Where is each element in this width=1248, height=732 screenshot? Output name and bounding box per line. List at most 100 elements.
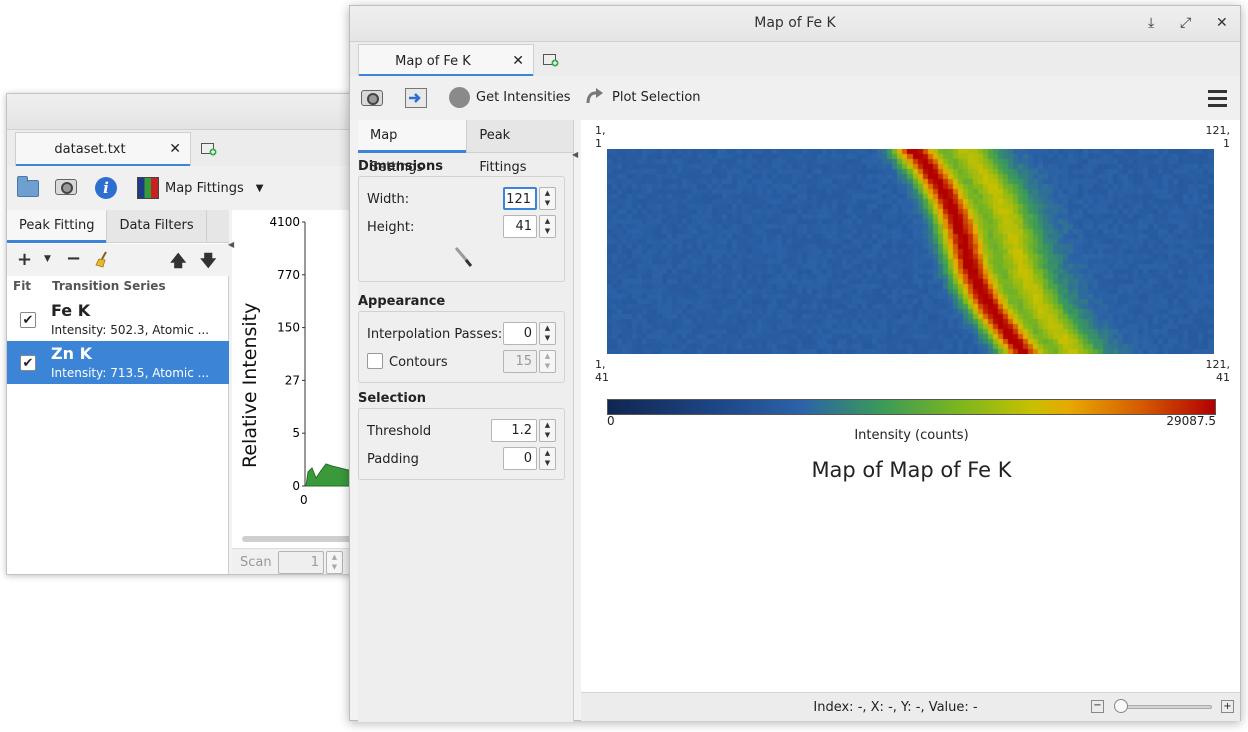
spectrum-plot[interactable]: Relative Intensity 4100 770 150 27 5 0 0 Scan… bbox=[232, 210, 365, 574]
chevron-down-icon[interactable]: ▼ bbox=[331, 563, 338, 571]
scan-stepper[interactable]: ▲ ▼ bbox=[326, 551, 343, 574]
height-stepper[interactable]: ▲ ▼ bbox=[539, 215, 556, 238]
remove-icon[interactable]: − bbox=[66, 248, 82, 269]
chevron-up-icon[interactable]: ▲ bbox=[544, 324, 551, 332]
snapshot-button[interactable] bbox=[55, 179, 77, 195]
zoom-out-icon[interactable]: − bbox=[1091, 700, 1104, 713]
padding-input[interactable]: 0 bbox=[503, 447, 537, 470]
dataset-window-titlebar[interactable] bbox=[7, 94, 365, 130]
contours-checkbox[interactable] bbox=[367, 353, 383, 369]
series-name: Fe K bbox=[51, 301, 91, 320]
plot-selection-label: Plot Selection bbox=[612, 89, 701, 105]
list-item[interactable]: ✔ Fe K Intensity: 502.3, Atomic ... bbox=[7, 298, 229, 341]
maximize-icon[interactable]: ⤢ bbox=[1180, 15, 1192, 31]
close-tab-icon[interactable]: ✕ bbox=[169, 141, 181, 157]
zoom-slider-track[interactable] bbox=[1114, 705, 1212, 709]
width-label: Width: bbox=[367, 192, 410, 207]
contours-stepper[interactable]: ▲ ▼ bbox=[539, 350, 556, 373]
scale-max: 29087.5 bbox=[1166, 414, 1216, 428]
tab-map-settings[interactable]: Map Settings bbox=[358, 120, 468, 175]
map-title: Map of Map of Fe K bbox=[811, 458, 1012, 482]
corner-bottom-left: 1, 41 bbox=[595, 358, 609, 384]
width-input[interactable]: 121 bbox=[503, 187, 537, 210]
magic-wand-icon[interactable] bbox=[453, 245, 475, 267]
width-stepper[interactable]: ▲ ▼ bbox=[539, 187, 556, 210]
dataset-toolbar: i Map Fittings ▼ bbox=[7, 166, 365, 210]
chevron-down-icon[interactable]: ▼ bbox=[544, 227, 551, 235]
scan-input[interactable]: 1 bbox=[278, 551, 324, 574]
chevron-down-icon[interactable]: ▼ bbox=[44, 254, 51, 264]
appearance-title: Appearance bbox=[358, 294, 446, 309]
padding-stepper[interactable]: ▲ ▼ bbox=[539, 447, 556, 470]
add-icon[interactable]: + bbox=[17, 249, 33, 270]
minimize-icon[interactable]: ⤓ bbox=[1148, 15, 1155, 31]
plot-ytick: 27 bbox=[285, 373, 300, 387]
corner-top-right: 121, 1 bbox=[1206, 124, 1231, 150]
chevron-up-icon[interactable]: ▲ bbox=[544, 352, 551, 360]
fitting-panel bbox=[7, 243, 229, 574]
tab-dataset[interactable]: dataset.txt ✕ bbox=[15, 132, 191, 167]
chevron-down-icon[interactable]: ▼ bbox=[544, 459, 551, 467]
chevron-up-icon[interactable]: ▲ bbox=[544, 189, 551, 197]
new-tab-icon[interactable] bbox=[543, 54, 559, 67]
zoom-slider-handle[interactable] bbox=[1114, 699, 1128, 713]
corner-bl-y: 41 bbox=[595, 371, 609, 384]
contours-input[interactable]: 15 bbox=[503, 350, 537, 373]
fit-checkbox[interactable]: ✔ bbox=[20, 355, 36, 371]
tab-peak-fitting[interactable]: Peak Fitting bbox=[7, 210, 108, 243]
move-up-icon[interactable]: 🡅 bbox=[170, 251, 187, 270]
tab-peak-fittings[interactable]: Peak Fittings bbox=[467, 120, 574, 175]
snapshot-button[interactable] bbox=[361, 90, 383, 106]
chevron-down-icon[interactable]: ▼ bbox=[255, 182, 264, 194]
chevron-down-icon[interactable]: ▼ bbox=[544, 431, 551, 439]
fit-checkbox[interactable]: ✔ bbox=[20, 312, 36, 328]
plot-selection-button[interactable]: Plot Selection bbox=[584, 87, 701, 107]
tab-data-filters[interactable]: Data Filters bbox=[107, 210, 207, 242]
info-button[interactable]: i bbox=[95, 177, 117, 199]
corner-bottom-right: 121, 41 bbox=[1206, 358, 1231, 384]
tab-map-label: Map of Fe K bbox=[395, 54, 471, 69]
chevron-up-icon[interactable]: ▲ bbox=[544, 449, 551, 457]
corner-br-x: 121, bbox=[1205, 358, 1231, 371]
zoom-in-icon[interactable]: + bbox=[1221, 700, 1234, 713]
splitter-arrow-icon[interactable]: ◀ bbox=[572, 150, 579, 159]
chevron-down-icon[interactable]: ▼ bbox=[544, 199, 551, 207]
map-window: Map of Fe K ⤓ ⤢ ✕ Map of Fe K ✕ Get Inte… bbox=[349, 5, 1241, 722]
map-icon bbox=[137, 177, 159, 199]
export-button[interactable] bbox=[405, 88, 427, 108]
chevron-down-icon[interactable]: ▼ bbox=[544, 362, 551, 370]
interp-input[interactable]: 0 bbox=[503, 322, 537, 345]
tab-map-of-fe-k[interactable]: Map of Fe K ✕ bbox=[358, 44, 534, 77]
scale-label: Intensity (counts) bbox=[854, 428, 969, 443]
map-window-titlebar[interactable]: Map of Fe K ⤓ ⤢ ✕ bbox=[350, 6, 1240, 42]
splitter-arrow-icon[interactable]: ◀ bbox=[228, 240, 235, 249]
move-down-icon[interactable]: 🡇 bbox=[200, 251, 217, 270]
menu-button[interactable] bbox=[1208, 89, 1227, 108]
chevron-up-icon[interactable]: ▲ bbox=[544, 217, 551, 225]
plot-xtick: 0 bbox=[300, 493, 308, 507]
chevron-down-icon[interactable]: ▼ bbox=[544, 334, 551, 342]
height-input[interactable]: 41 bbox=[503, 215, 537, 238]
interp-stepper[interactable]: ▲ ▼ bbox=[539, 322, 556, 345]
contours-value: 15 bbox=[515, 354, 532, 369]
chevron-up-icon[interactable]: ▲ bbox=[544, 421, 551, 429]
get-intensities-button[interactable]: Get Intensities bbox=[449, 87, 571, 108]
close-icon[interactable]: ✕ bbox=[1216, 15, 1228, 31]
chevron-up-icon[interactable]: ▲ bbox=[331, 553, 338, 561]
map-toolbar: Get Intensities Plot Selection bbox=[350, 76, 1240, 120]
map-view[interactable]: 1, 1 121, 1 1, 41 121, 41 0 29087.5 Inte… bbox=[581, 120, 1240, 692]
map-fittings-button[interactable]: Map Fittings ▼ bbox=[137, 177, 263, 199]
list-item[interactable]: ✔ Zn K Intensity: 713.5, Atomic ... bbox=[7, 341, 229, 384]
new-tab-icon[interactable] bbox=[201, 143, 217, 156]
threshold-input[interactable]: 1.2 bbox=[491, 419, 537, 442]
corner-top-left: 1, 1 bbox=[595, 124, 606, 150]
corner-bl-x: 1, bbox=[595, 358, 606, 371]
heatmap-canvas[interactable] bbox=[607, 149, 1214, 354]
plot-scrollbar[interactable] bbox=[242, 536, 365, 542]
broom-icon[interactable] bbox=[95, 251, 111, 268]
open-button[interactable] bbox=[17, 176, 39, 197]
camera-icon bbox=[361, 90, 383, 106]
threshold-stepper[interactable]: ▲ ▼ bbox=[539, 419, 556, 442]
close-tab-icon[interactable]: ✕ bbox=[512, 53, 524, 69]
map-tab-strip: Map of Fe K ✕ bbox=[350, 42, 1240, 77]
